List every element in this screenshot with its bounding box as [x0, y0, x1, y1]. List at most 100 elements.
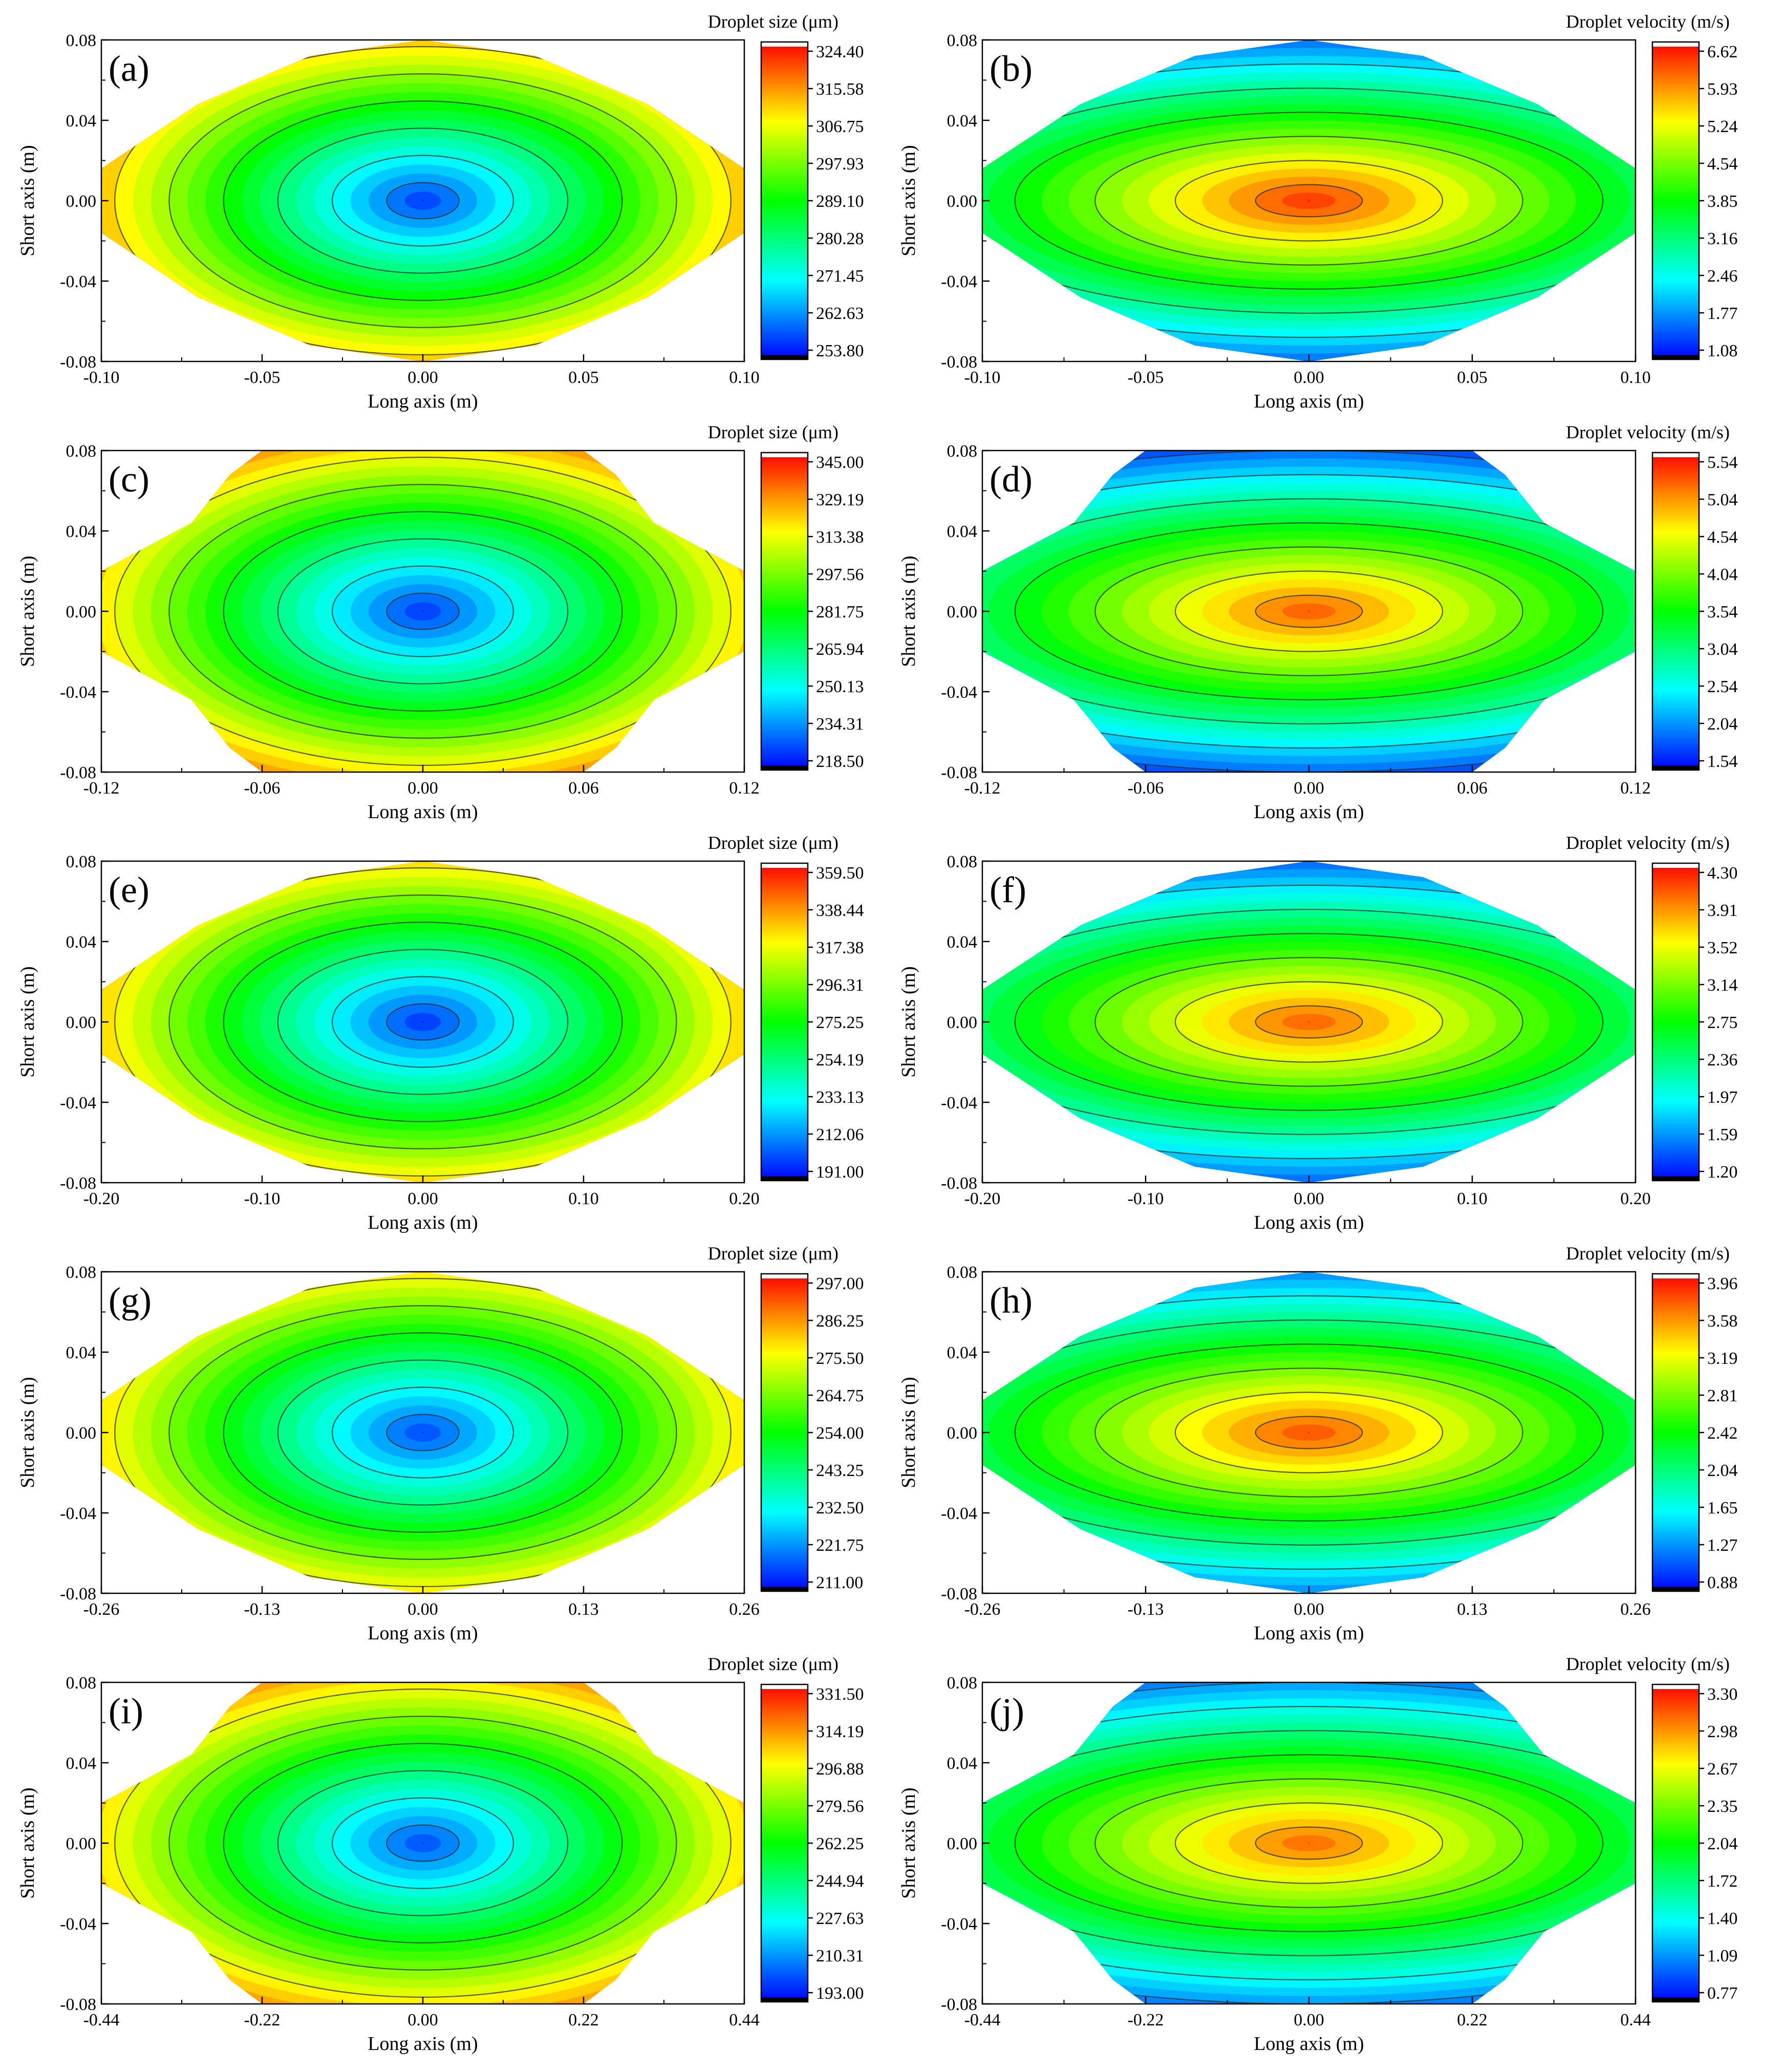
y-axis-label: Short axis (m) [17, 145, 38, 256]
contour-line [1174, 160, 1444, 242]
colorbar-tick-label: 324.40 [816, 42, 864, 61]
x-tick-label: -0.06 [244, 779, 281, 798]
contour-line [277, 127, 569, 274]
colorbar-tick-label: 1.77 [1707, 304, 1738, 323]
y-tick-label: 0.04 [66, 933, 97, 952]
panel-label: (h) [990, 1280, 1033, 1321]
y-tick-label: 0.00 [66, 192, 97, 211]
contour-line [223, 922, 623, 1122]
colorbar-tick-label: 329.19 [816, 490, 864, 509]
x-tick-label: -0.26 [964, 1600, 1001, 1619]
x-axis-label: Long axis (m) [1254, 1212, 1364, 1233]
y-tick-label: -0.08 [60, 1585, 96, 1604]
colorbar-tick-label: 5.04 [1707, 490, 1738, 509]
colorbar-tick-label: 6.62 [1707, 42, 1738, 61]
colorbar-tick-label: 1.72 [1707, 1872, 1738, 1891]
panel-d: (d) -0.12 -0.06 0.00 0.06 0.12 -0.08 -0.04 0.00 0… [898, 422, 1738, 823]
colorbar-tick-label: 211.00 [816, 1573, 863, 1592]
colorbar-tick-label: 244.94 [816, 1872, 864, 1891]
x-tick-label: 0.00 [407, 779, 438, 798]
y-tick-label: 0.08 [66, 852, 97, 871]
x-tick-label: 0.10 [1620, 368, 1651, 387]
colorbar-tick-label: 3.52 [1707, 938, 1738, 957]
colorbar-tick-label: 2.04 [1707, 1461, 1738, 1480]
colorbar-under-cap [1652, 1176, 1699, 1181]
y-axis-label: Short axis (m) [17, 966, 38, 1077]
y-tick-label: 0.00 [947, 1013, 978, 1032]
panel-label: (b) [990, 48, 1033, 89]
x-axis-label: Long axis (m) [368, 1622, 478, 1644]
colorbar-tick-label: 279.56 [816, 1797, 864, 1816]
y-tick-label: 0.04 [947, 1343, 978, 1362]
colorbar-tick-label: 254.00 [816, 1424, 864, 1443]
colorbar-tick-label: 1.59 [1707, 1125, 1738, 1144]
panel-f: (f) -0.20 -0.10 0.00 0.10 0.20 -0.08 -0.04 0.00 0… [898, 832, 1738, 1233]
contour-line [386, 1414, 460, 1451]
y-tick-label: 0.08 [947, 1674, 978, 1693]
contour-line [386, 1003, 460, 1041]
contour-line [277, 1770, 569, 1916]
colorbar-tick-label: 3.19 [1707, 1349, 1738, 1368]
contour-band [1308, 1432, 1310, 1434]
contour-line [982, 88, 1636, 314]
colorbar-tick-label: 286.25 [816, 1312, 864, 1331]
y-tick-label: 0.08 [66, 1674, 97, 1693]
contour-line [1255, 1005, 1363, 1039]
y-axis-label: Short axis (m) [898, 556, 919, 667]
colorbar-tick-label: 2.46 [1707, 267, 1738, 286]
contour-line [1014, 1754, 1604, 1932]
colorbar-tick-label: 0.77 [1707, 1984, 1738, 2003]
x-tick-label: 0.00 [407, 1189, 438, 1208]
colorbar [761, 863, 808, 1181]
colorbar-tick-label: 296.88 [816, 1760, 864, 1779]
y-tick-label: 0.00 [66, 1834, 97, 1853]
colorbar-tick-label: 359.50 [816, 864, 864, 883]
x-tick-label: 0.44 [1620, 2011, 1651, 2030]
contour-line [223, 511, 623, 712]
colorbar-title: Droplet velocity (m/s) [1566, 832, 1730, 853]
colorbar-under-cap [1652, 1587, 1699, 1591]
y-axis-label: Short axis (m) [898, 145, 919, 256]
colorbar-tick-label: 232.50 [816, 1499, 864, 1518]
x-tick-label: -0.13 [244, 1600, 281, 1619]
colorbar-under-cap [761, 1997, 808, 2002]
contour-line [1174, 1802, 1444, 1884]
y-tick-label: -0.08 [941, 1995, 977, 2014]
y-axis-label: Short axis (m) [17, 1787, 38, 1898]
colorbar [761, 1684, 808, 2002]
contour-line [223, 1743, 623, 1943]
y-tick-label: 0.00 [66, 603, 97, 622]
panel-label: (g) [109, 1280, 152, 1321]
panel-label: (a) [109, 48, 149, 89]
colorbar-over-cap [761, 863, 808, 868]
contour-line [277, 538, 569, 685]
y-axis-label: Short axis (m) [898, 966, 919, 1077]
colorbar [1652, 42, 1699, 359]
x-tick-label: -0.20 [964, 1189, 1001, 1208]
colorbar [761, 42, 808, 359]
panel-e: (e) -0.20 -0.10 0.00 0.10 0.20 -0.08 -0.04 0.00 0… [17, 832, 864, 1233]
colorbar-title: Droplet size (μm) [708, 1654, 838, 1674]
colorbar-tick-label: 296.31 [816, 976, 864, 995]
colorbar-tick-label: 2.35 [1707, 1797, 1738, 1816]
colorbar-tick-label: 0.88 [1707, 1573, 1738, 1592]
contour-fill-group [982, 1272, 1636, 1593]
panel-h: (h) -0.26 -0.13 0.00 0.13 0.26 -0.08 -0.04 0.00 0… [898, 1243, 1738, 1644]
contour-fill-group [101, 1272, 744, 1593]
colorbar-over-cap [1652, 1274, 1699, 1278]
colorbar-tick-label: 2.42 [1707, 1424, 1738, 1443]
contour-line [1094, 1368, 1523, 1498]
colorbar-tick-label: 317.38 [816, 938, 864, 957]
panel-label: (f) [990, 869, 1026, 910]
colorbar-tick-label: 1.20 [1707, 1163, 1738, 1182]
colorbar-tick-label: 306.75 [816, 117, 864, 136]
colorbar-title: Droplet velocity (m/s) [1566, 422, 1730, 442]
contour-band [1308, 1021, 1310, 1023]
y-axis-label: Short axis (m) [898, 1377, 919, 1488]
colorbar-tick-label: 4.30 [1707, 864, 1738, 883]
colorbar-tick-label: 5.24 [1707, 117, 1738, 136]
x-tick-label: 0.20 [1620, 1189, 1651, 1208]
x-tick-label: 0.12 [1620, 779, 1651, 798]
colorbar-tick-label: 314.19 [816, 1722, 864, 1741]
panel-j: (j) -0.44 -0.22 0.00 0.22 0.44 -0.08 -0.04 0.00 0… [898, 1654, 1738, 2055]
